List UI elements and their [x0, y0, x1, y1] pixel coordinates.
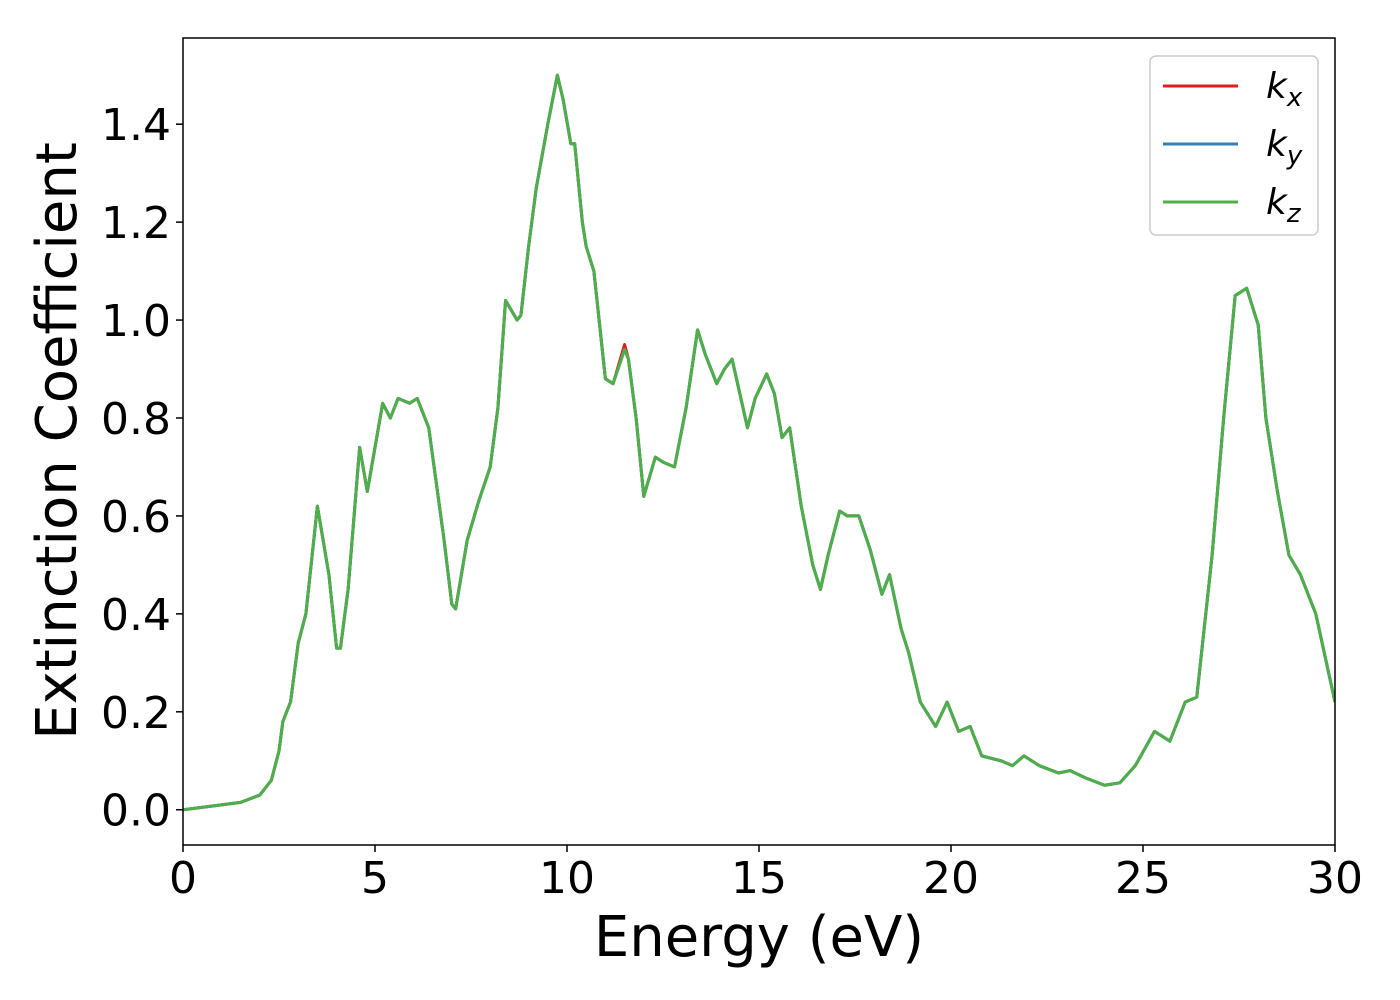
x-tick-label: 25	[1115, 853, 1171, 904]
x-tick-label: 0	[169, 853, 197, 904]
y-tick-label: 0.6	[101, 492, 171, 543]
x-axis-label: Energy (eV)	[594, 905, 924, 970]
x-tick-label: 20	[923, 853, 979, 904]
x-tick-label: 30	[1307, 853, 1363, 904]
y-tick-label: 0.2	[101, 688, 171, 739]
x-tick-label: 5	[361, 853, 389, 904]
y-axis-label: Extinction Coefficient	[25, 142, 90, 740]
y-tick-label: 0.0	[101, 786, 171, 837]
y-tick-label: 1.4	[101, 100, 171, 151]
series-line	[183, 73, 1335, 812]
plot-frame	[182, 37, 1336, 846]
y-tick-label: 1.2	[101, 198, 171, 249]
legend-label: ky	[1266, 124, 1303, 171]
y-tick-label: 1.0	[101, 296, 171, 347]
x-tick-label: 10	[539, 853, 595, 904]
legend-label: kx	[1266, 66, 1303, 113]
legend-label: kz	[1266, 182, 1302, 229]
y-tick-label: 0.4	[101, 590, 171, 641]
y-tick-label: 0.8	[101, 394, 171, 445]
x-tick-label: 15	[731, 853, 787, 904]
